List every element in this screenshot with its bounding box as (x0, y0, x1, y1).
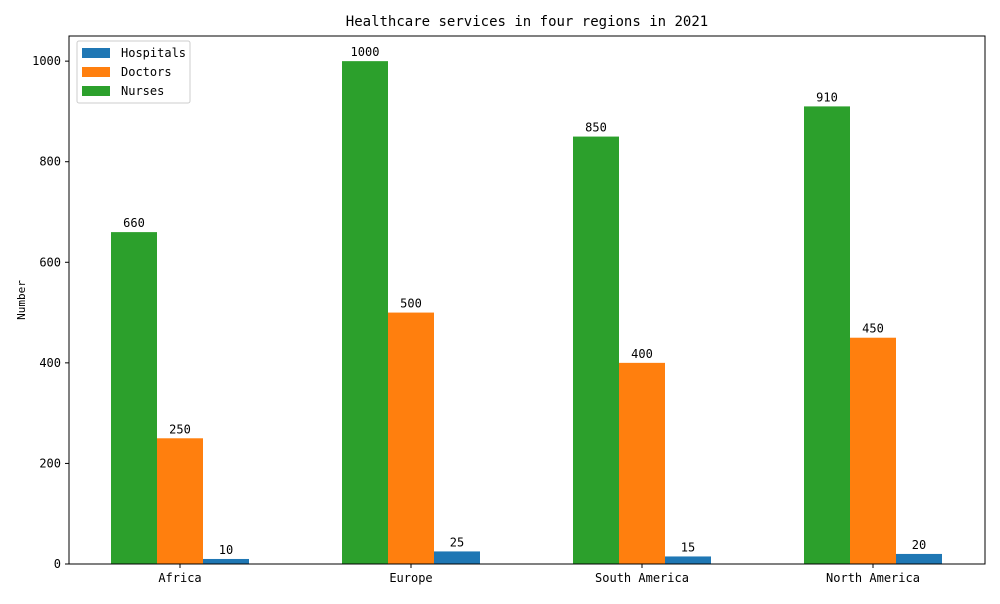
plot-frame (68, 35, 986, 565)
legend-swatch-doctors (82, 67, 110, 77)
value-label-hospitals-north-america: 20 (912, 538, 926, 552)
value-label-doctors-europe: 500 (400, 297, 422, 311)
bar-nurses-europe (342, 61, 388, 565)
x-tick-label-europe: Europe (389, 571, 432, 585)
y-tick-label: 400 (39, 356, 61, 370)
bar-hospitals-south-america (665, 556, 711, 564)
bar-doctors-south-america (619, 362, 665, 564)
value-label-hospitals-africa: 10 (219, 543, 233, 557)
bar-hospitals-north-america (896, 553, 942, 564)
bar-hospitals-africa (203, 558, 249, 564)
legend-label-nurses: Nurses (121, 84, 164, 98)
bar-doctors-europe (388, 312, 434, 564)
value-label-doctors-north-america: 450 (862, 322, 884, 336)
chart-title: Healthcare services in four regions in 2… (346, 14, 708, 30)
value-label-doctors-south-america: 400 (631, 347, 653, 361)
value-label-hospitals-south-america: 15 (681, 540, 695, 554)
y-tick-label: 800 (39, 155, 61, 169)
bar-doctors-africa (157, 438, 203, 564)
legend-swatch-hospitals (82, 48, 110, 58)
legend-label-doctors: Doctors (121, 65, 172, 79)
y-axis-label: Number (15, 280, 28, 320)
y-tick-label: 0 (54, 557, 61, 571)
axes-group: 0 200 400 600 800 1000 Africa Europe South Ameri… (32, 35, 986, 585)
value-label-nurses-europe: 1000 (351, 45, 380, 59)
x-tick-label-south-america: South America (595, 571, 689, 585)
bar-hospitals-europe (434, 551, 480, 564)
bar-nurses-north-america (804, 106, 850, 565)
legend-label-hospitals: Hospitals (121, 46, 186, 60)
bars-group (111, 61, 942, 565)
legend-swatch-nurses (82, 86, 110, 96)
y-tick-label: 200 (39, 456, 61, 470)
bar-doctors-north-america (850, 337, 896, 564)
value-label-nurses-africa: 660 (123, 216, 145, 230)
y-tick-label: 1000 (32, 54, 61, 68)
value-labels-group: 660 250 10 1000 500 25 850 400 15 910 450 20 (123, 45, 926, 557)
bar-nurses-africa (111, 232, 157, 564)
x-tick-label-africa: Africa (158, 571, 201, 585)
value-label-nurses-north-america: 910 (816, 90, 838, 104)
value-label-hospitals-europe: 25 (450, 535, 464, 549)
value-label-doctors-africa: 250 (169, 422, 191, 436)
value-label-nurses-south-america: 850 (585, 121, 607, 135)
y-tick-label: 600 (39, 255, 61, 269)
x-tick-label-north-america: North America (826, 571, 920, 585)
bar-nurses-south-america (573, 136, 619, 565)
legend: Hospitals Doctors Nurses (76, 40, 191, 104)
